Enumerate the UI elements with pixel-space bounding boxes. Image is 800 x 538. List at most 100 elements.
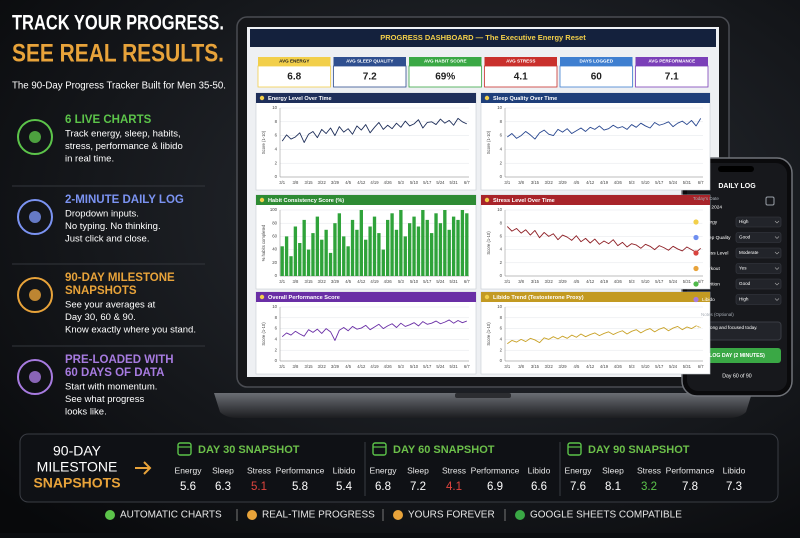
y-tick-label: 8: [500, 315, 503, 320]
dropdown[interactable]: [735, 232, 782, 243]
bar: [394, 229, 399, 276]
metric-value: 5.8: [292, 481, 308, 493]
dropdown[interactable]: [735, 247, 782, 259]
y-tick-label: 2: [275, 160, 278, 165]
kpi-value-bg: [333, 65, 407, 88]
dropdown[interactable]: [735, 216, 782, 228]
kpi-label: AVG PERFORMANCE: [648, 59, 695, 64]
bar: [447, 229, 451, 276]
feature-icon-dot: [29, 289, 41, 301]
chart-title: Stress Level Over Time: [493, 198, 555, 204]
x-tick-label: 4/12: [357, 180, 366, 185]
metric-value: 6.9: [487, 481, 503, 493]
bar: [372, 216, 377, 276]
x-tick-label: 5/3: [398, 180, 404, 185]
bar: [438, 223, 443, 276]
feature-heading: 60 DAYS OF DATA: [65, 367, 164, 379]
y-tick-label: 2: [500, 160, 503, 165]
kpi-value: 4.1: [514, 72, 528, 83]
field-label: Nutrition: [702, 281, 720, 287]
chart-title-bar: [256, 195, 476, 205]
field-label: Stress Level: [702, 250, 728, 256]
x-tick-label: 5/24: [669, 180, 678, 185]
footer-item: GOOGLE SHEETS COMPATIBLE: [530, 510, 682, 521]
bar: [355, 229, 359, 276]
x-tick-label: 5/17: [423, 180, 432, 185]
bar: [399, 210, 403, 276]
dropdown[interactable]: [735, 263, 782, 274]
bar: [293, 226, 298, 276]
y-tick-label: 4: [500, 247, 503, 252]
feature-heading: 90-DAY MILESTONE: [65, 272, 175, 284]
x-tick-label: 5/17: [423, 364, 432, 369]
calendar-icon: [372, 442, 387, 456]
dropdown[interactable]: [735, 294, 782, 305]
x-tick-label: 3/1: [279, 180, 285, 185]
chart-title-icon: [484, 197, 490, 203]
chart-title-bar: [481, 292, 710, 302]
x-tick-label: 5/31: [683, 364, 692, 369]
x-tick-label: 5/31: [683, 180, 692, 185]
metric-label: Sleep: [602, 465, 624, 475]
x-tick-label: 5/3: [629, 279, 635, 284]
x-tick-label: 6/7: [698, 180, 704, 185]
content: TRACK YOUR PROGRESS. SEE REAL RESULTS. The…: [12, 12, 782, 521]
x-tick-label: 3/8: [292, 364, 298, 369]
x-tick-label: 5/10: [641, 364, 650, 369]
field-label: Libido: [702, 297, 715, 303]
x-tick-label: 5/3: [629, 180, 635, 185]
dashboard-header: [250, 29, 716, 47]
feature-body: See what progress: [65, 394, 144, 405]
metric-label: Performance: [276, 465, 325, 475]
x-tick-label: 3/29: [331, 279, 340, 284]
kpi-label: DAYS LOGGED: [579, 59, 613, 64]
x-tick-label: 3/8: [518, 364, 524, 369]
metric-label: Stress: [442, 465, 466, 475]
feature-heading: SNAPSHOTS: [65, 285, 137, 297]
x-tick-label: 6/7: [464, 279, 470, 284]
y-tick-label: 0: [275, 273, 278, 278]
field-label: Energy: [702, 219, 718, 225]
field-icon: [693, 250, 699, 256]
x-tick-label: 3/15: [531, 180, 540, 185]
field-value: Good: [739, 235, 751, 240]
y-tick-label: 0: [275, 358, 278, 363]
x-tick-label: 4/12: [357, 279, 366, 284]
y-tick-label: 10: [497, 105, 502, 110]
y-tick-label: 4: [275, 337, 278, 342]
metric-value: 6.3: [215, 481, 231, 493]
x-tick-label: 5/3: [398, 279, 404, 284]
x-tick-label: 4/5: [345, 180, 351, 185]
feature-heading: 6 LIVE CHARTS: [65, 114, 152, 126]
notes-label: Notes (Optional): [701, 312, 734, 317]
kpi-value-bg: [635, 65, 709, 88]
date-label: Today's Date: [693, 196, 719, 201]
bar: [403, 236, 407, 276]
y-tick-label: 10: [497, 304, 502, 309]
x-tick-label: 5/24: [436, 279, 445, 284]
milestone-label: MILESTONE: [37, 459, 118, 475]
log-button[interactable]: [693, 348, 781, 363]
x-tick-label: 4/19: [370, 279, 379, 284]
y-tick-label: 8: [275, 315, 278, 320]
field-icon: [693, 296, 699, 303]
dropdown[interactable]: [735, 278, 782, 290]
metric-label: Sleep: [212, 465, 234, 475]
field-icon: [693, 234, 699, 241]
calendar-icon: [177, 442, 192, 456]
x-tick-label: 5/31: [450, 364, 459, 369]
y-tick-label: 8: [500, 119, 503, 124]
kpi-label: AVG HABIT SCORE: [424, 59, 467, 64]
y-tick-label: 0: [500, 273, 503, 278]
date: May 15, 2024: [693, 204, 722, 210]
metric-value: 8.1: [605, 481, 621, 493]
chart-title-bar: [481, 93, 710, 103]
bar: [443, 210, 447, 276]
x-tick-label: 3/22: [318, 364, 327, 369]
bar: [333, 223, 337, 276]
bar: [289, 256, 293, 276]
x-tick-label: 4/26: [614, 279, 623, 284]
bar: [320, 239, 324, 276]
x-tick-label: 3/1: [279, 279, 285, 284]
bar: [412, 216, 416, 276]
